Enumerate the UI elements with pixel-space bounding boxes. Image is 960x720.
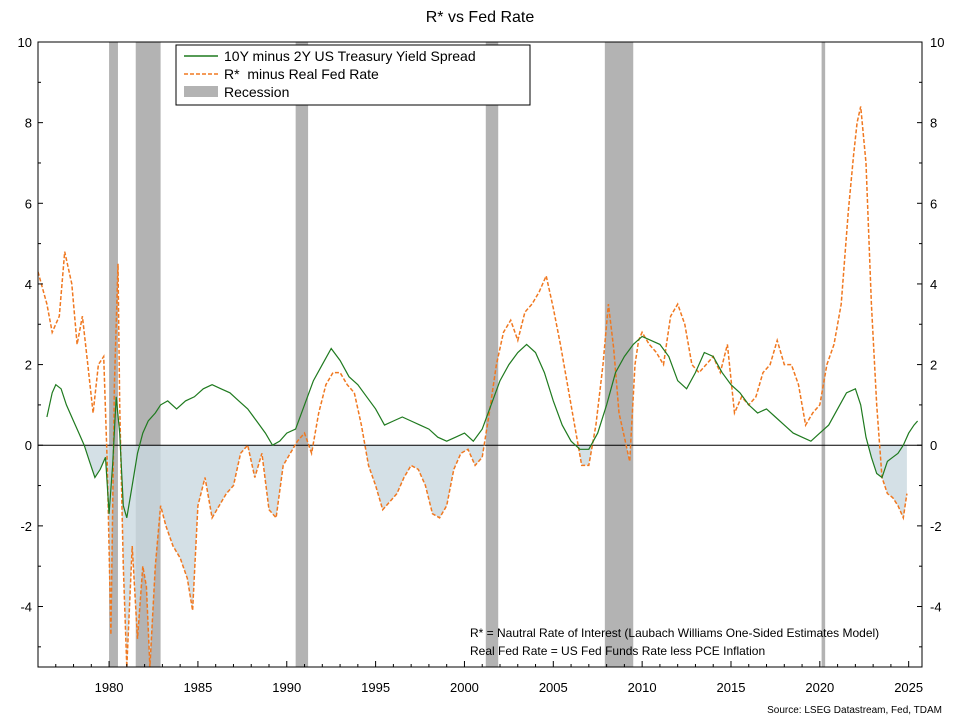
legend-box (175, 44, 531, 106)
legend-label-spread: 10Y minus 2Y US Treasury Yield Spread (224, 48, 476, 64)
negative-shaded-area (46, 445, 907, 667)
y-tick-label-right: 8 (930, 116, 937, 131)
y-tick-label-left: 2 (25, 358, 32, 373)
y-tick-label-left: -4 (20, 600, 32, 615)
recession-band-4 (485, 42, 499, 667)
y-tick-label-left: 0 (25, 438, 32, 453)
y-tick-label-left: 8 (25, 116, 32, 131)
y-tick-label-left: 6 (25, 196, 32, 211)
plot-area: -4 -4 -2 -2 0 0 2 2 4 4 6 6 8 8 10 10 1980 1985 1990 1995 20… (18, 35, 945, 695)
recession-band-1 (109, 42, 118, 667)
x-tick-label: 1995 (361, 680, 390, 695)
note-real-fed-rate-definition: Real Fed Rate = US Fed Funds Rate less P… (470, 644, 765, 658)
y-tick-label-left: 4 (25, 277, 32, 292)
x-tick-label: 1985 (183, 680, 212, 695)
y-tick-label-right: 6 (930, 196, 937, 211)
legend-label-recession: Recession (224, 84, 289, 100)
y-tick-label-right: -2 (930, 519, 942, 534)
x-tick-label: 2020 (805, 680, 834, 695)
series-line-rstar-minus-real-fed-rate (38, 106, 908, 667)
chart-title: R* vs Fed Rate (426, 9, 535, 26)
y-tick-label-left: 10 (18, 35, 32, 50)
recession-band-3 (295, 42, 309, 667)
x-tick-label: 2000 (450, 680, 479, 695)
x-tick-label: 2010 (628, 680, 657, 695)
recession-band-5 (604, 42, 634, 667)
series-line-10y-minus-2y-spread (46, 335, 919, 518)
source-note: Source: LSEG Datastream, Fed, TDAM (767, 705, 942, 716)
note-rstar-definition: R* = Nautral Rate of Interest (Laubach W… (470, 626, 879, 640)
y-tick-label-right: 10 (930, 35, 944, 50)
x-tick-label: 2015 (717, 680, 746, 695)
plot-frame (37, 41, 923, 668)
x-tick-label: 2025 (894, 680, 923, 695)
legend: 10Y minus 2Y US Treasury Yield Spread R*… (175, 44, 531, 106)
legend-swatch-recession (184, 86, 218, 97)
x-tick-label: 1980 (95, 680, 124, 695)
y-tick-label-right: -4 (930, 600, 942, 615)
legend-label-rstar: R* minus Real Fed Rate (224, 66, 379, 82)
y-tick-label-right: 4 (930, 277, 937, 292)
recession-band-6 (821, 42, 826, 667)
y-tick-label-right: 0 (930, 438, 937, 453)
y-tick-label-right: 2 (930, 358, 937, 373)
y-tick-label-left: -2 (20, 519, 32, 534)
x-tick-label: 2005 (539, 680, 568, 695)
x-tick-label: 1990 (272, 680, 301, 695)
